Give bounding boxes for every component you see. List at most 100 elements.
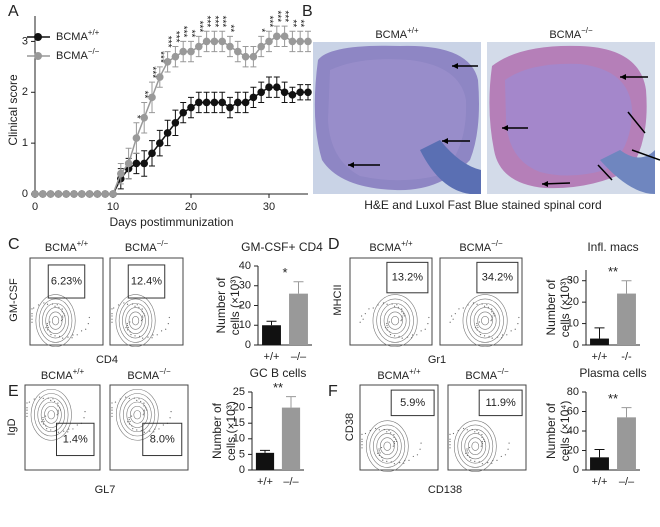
dot bbox=[31, 318, 33, 320]
y-tick-label: 0 bbox=[245, 339, 251, 351]
y-tick-label: 5 bbox=[239, 448, 245, 460]
legend-name: BCMA bbox=[56, 50, 88, 62]
dot bbox=[47, 326, 49, 328]
y-axis-label: Number of bbox=[214, 277, 228, 334]
dot bbox=[400, 320, 402, 322]
significance: * bbox=[131, 115, 142, 119]
dot bbox=[136, 399, 138, 401]
bar bbox=[281, 407, 301, 470]
dot bbox=[386, 431, 388, 433]
dot bbox=[42, 418, 44, 421]
dot bbox=[126, 322, 128, 325]
y-tick-label: 25 bbox=[233, 386, 245, 398]
dot bbox=[143, 405, 145, 407]
dot bbox=[393, 444, 395, 446]
dot bbox=[43, 302, 45, 304]
dot bbox=[169, 417, 171, 419]
significance: ** bbox=[273, 380, 283, 395]
significance: ** bbox=[186, 30, 197, 38]
label-sup: +/+ bbox=[407, 26, 419, 35]
marker bbox=[195, 98, 203, 107]
contour bbox=[38, 298, 73, 343]
label-main: BCMA bbox=[369, 242, 401, 254]
dot bbox=[127, 329, 129, 331]
flow-plot bbox=[349, 257, 433, 346]
dot bbox=[31, 321, 33, 323]
dot bbox=[383, 428, 385, 431]
dot bbox=[127, 326, 129, 328]
marker bbox=[93, 190, 102, 198]
contour bbox=[481, 315, 490, 326]
dot bbox=[26, 409, 28, 411]
y-tick-label: 20 bbox=[567, 444, 579, 456]
dot bbox=[138, 398, 140, 400]
dot bbox=[60, 320, 63, 322]
dot bbox=[54, 400, 56, 403]
significance: *** bbox=[279, 10, 290, 22]
dot bbox=[408, 459, 410, 461]
dot bbox=[156, 334, 158, 336]
y-tick-label: 80 bbox=[567, 386, 579, 398]
dot bbox=[140, 320, 143, 322]
dot bbox=[64, 315, 66, 317]
dot bbox=[500, 337, 503, 339]
dot bbox=[141, 318, 143, 320]
dot bbox=[401, 311, 403, 313]
marker bbox=[273, 83, 281, 91]
dot bbox=[129, 420, 131, 423]
label: BCMA−/− bbox=[459, 239, 503, 254]
dot bbox=[359, 321, 361, 323]
dot bbox=[43, 420, 45, 423]
bar bbox=[590, 457, 609, 470]
dot bbox=[388, 321, 390, 323]
contour bbox=[383, 307, 407, 334]
marker bbox=[117, 169, 125, 178]
dot bbox=[469, 456, 471, 458]
x-tick-label: +/+ bbox=[592, 476, 608, 488]
dot bbox=[141, 308, 143, 310]
dot bbox=[47, 397, 49, 399]
dot bbox=[140, 400, 142, 403]
dot bbox=[170, 411, 172, 413]
dot bbox=[44, 415, 47, 417]
error-bar bbox=[260, 449, 270, 453]
dot bbox=[62, 317, 64, 319]
dot bbox=[67, 431, 69, 433]
dot bbox=[88, 316, 90, 319]
dot bbox=[54, 335, 56, 337]
dot bbox=[404, 459, 406, 462]
y-axis-label: MHCII bbox=[332, 284, 344, 315]
dot bbox=[490, 320, 492, 322]
x-tick-label: +/+ bbox=[592, 351, 608, 363]
panel-letter: C bbox=[8, 236, 20, 253]
dot bbox=[468, 446, 471, 449]
marker bbox=[62, 190, 70, 198]
dot bbox=[387, 326, 389, 328]
dot bbox=[129, 331, 131, 333]
dot bbox=[452, 318, 454, 320]
dot bbox=[389, 333, 392, 336]
dot bbox=[450, 315, 453, 317]
error-bar bbox=[266, 320, 277, 326]
dot bbox=[50, 399, 52, 401]
dot bbox=[83, 417, 85, 419]
dot bbox=[471, 428, 473, 431]
dot bbox=[481, 442, 484, 444]
error-bar bbox=[286, 396, 296, 408]
dot bbox=[168, 316, 170, 319]
panel-letter: B bbox=[302, 3, 313, 20]
dot bbox=[149, 430, 151, 432]
label-main: BCMA bbox=[377, 370, 409, 382]
dot bbox=[491, 462, 493, 464]
dot bbox=[111, 308, 113, 310]
marker bbox=[265, 37, 273, 46]
x-tick-label: –/– bbox=[291, 351, 307, 363]
contour bbox=[473, 307, 497, 334]
dot bbox=[61, 308, 63, 310]
marker bbox=[249, 52, 258, 61]
dot bbox=[466, 429, 468, 431]
y-tick-label: 30 bbox=[567, 275, 579, 287]
marker bbox=[85, 190, 94, 198]
x-tick-label: –/– bbox=[283, 476, 299, 488]
dot bbox=[142, 337, 144, 339]
